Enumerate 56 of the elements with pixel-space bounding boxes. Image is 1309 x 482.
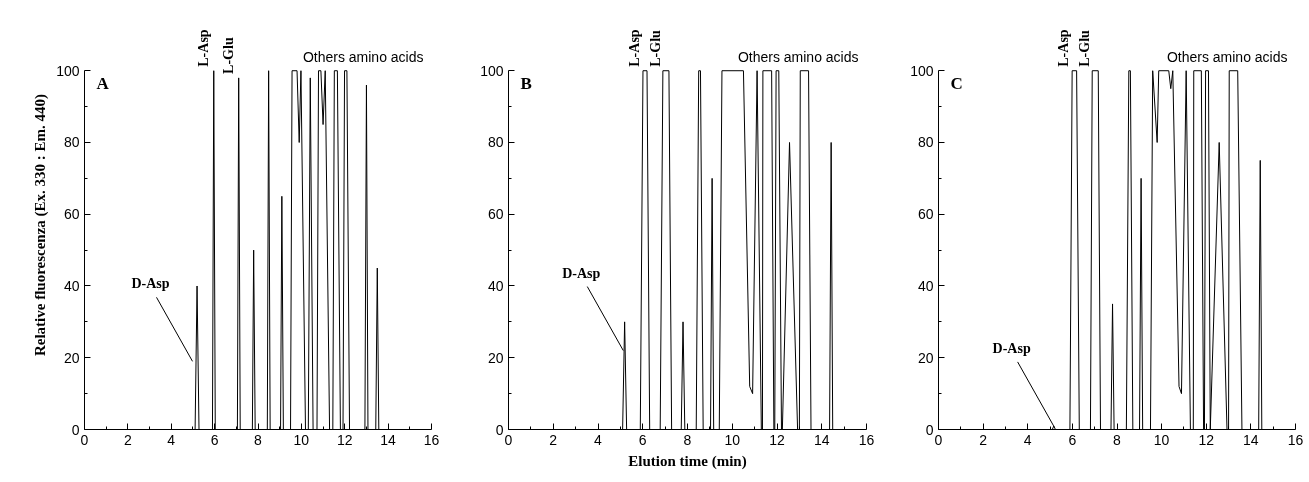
annotation: L-Glu xyxy=(647,29,663,67)
y-tick-label: 20 xyxy=(63,349,80,366)
text: Others amino acids xyxy=(302,48,424,65)
x-tick-label: 2 xyxy=(979,431,988,448)
x-tick-label: 8 xyxy=(1113,431,1122,448)
y-tick-label: 60 xyxy=(487,206,504,223)
x-tick-label: 8 xyxy=(683,431,692,448)
x-tick-label: 6 xyxy=(638,431,647,448)
x-tick-label: 14 xyxy=(1243,431,1259,448)
y-tick-label: 60 xyxy=(63,206,80,223)
x-tick-label: 12 xyxy=(1198,431,1215,448)
annotation: L-Asp xyxy=(1056,29,1072,67)
annotation: L-Asp xyxy=(626,29,642,67)
x-tick-label: 6 xyxy=(210,431,219,448)
y-tick-label: 40 xyxy=(487,277,504,294)
chart-title: B xyxy=(520,73,532,93)
chart-title: C xyxy=(950,73,963,93)
y-tick-label: 20 xyxy=(917,349,934,366)
y-tick-label: 60 xyxy=(917,206,934,223)
y-tick-label: 40 xyxy=(917,277,934,294)
x-tick-label: 10 xyxy=(293,431,310,448)
text: Others amino acids xyxy=(1166,48,1288,65)
x-axis-title: Elution time (min) xyxy=(628,452,747,470)
y-tick-label: 80 xyxy=(487,134,504,151)
y-axis-title: Relative fluorescenza (Ex. 330 : Em. 440) xyxy=(32,93,50,357)
x-tick-label: 8 xyxy=(254,431,263,448)
y-tick-label: 100 xyxy=(910,62,934,79)
y-tick-label: 80 xyxy=(63,134,80,151)
x-tick-label: 6 xyxy=(1068,431,1077,448)
x-tick-label: 4 xyxy=(167,431,176,448)
x-tick-label: 2 xyxy=(123,431,132,448)
x-tick-label: 12 xyxy=(336,431,353,448)
annotation: L-Glu xyxy=(1077,29,1093,67)
x-tick-label: 14 xyxy=(380,431,397,448)
y-tick-label: 40 xyxy=(63,277,80,294)
x-tick-label: 14 xyxy=(813,431,830,448)
annotation: L-Glu xyxy=(220,37,236,74)
y-tick-label: 80 xyxy=(917,134,934,151)
annotation: D-Asp xyxy=(992,340,1031,356)
y-tick-label: 20 xyxy=(487,349,504,366)
x-tick-label: 4 xyxy=(594,431,603,448)
x-tick-label: 10 xyxy=(1153,431,1170,448)
x-tick-label: 2 xyxy=(549,431,558,448)
y-tick-label: 100 xyxy=(56,62,80,79)
text: Others amino acids xyxy=(737,48,859,65)
annotation: L-Asp xyxy=(195,29,211,67)
x-tick-label: 16 xyxy=(1287,431,1304,448)
x-tick-label: 16 xyxy=(858,431,875,448)
chart-title: A xyxy=(96,73,110,93)
y-tick-label: 100 xyxy=(480,62,504,79)
annotation: D-Asp xyxy=(131,276,170,292)
x-tick-label: 16 xyxy=(423,431,440,448)
x-tick-label: 12 xyxy=(769,431,785,448)
annotation: D-Asp xyxy=(562,265,601,281)
x-tick-label: 4 xyxy=(1023,431,1032,448)
x-tick-label: 10 xyxy=(724,431,741,448)
